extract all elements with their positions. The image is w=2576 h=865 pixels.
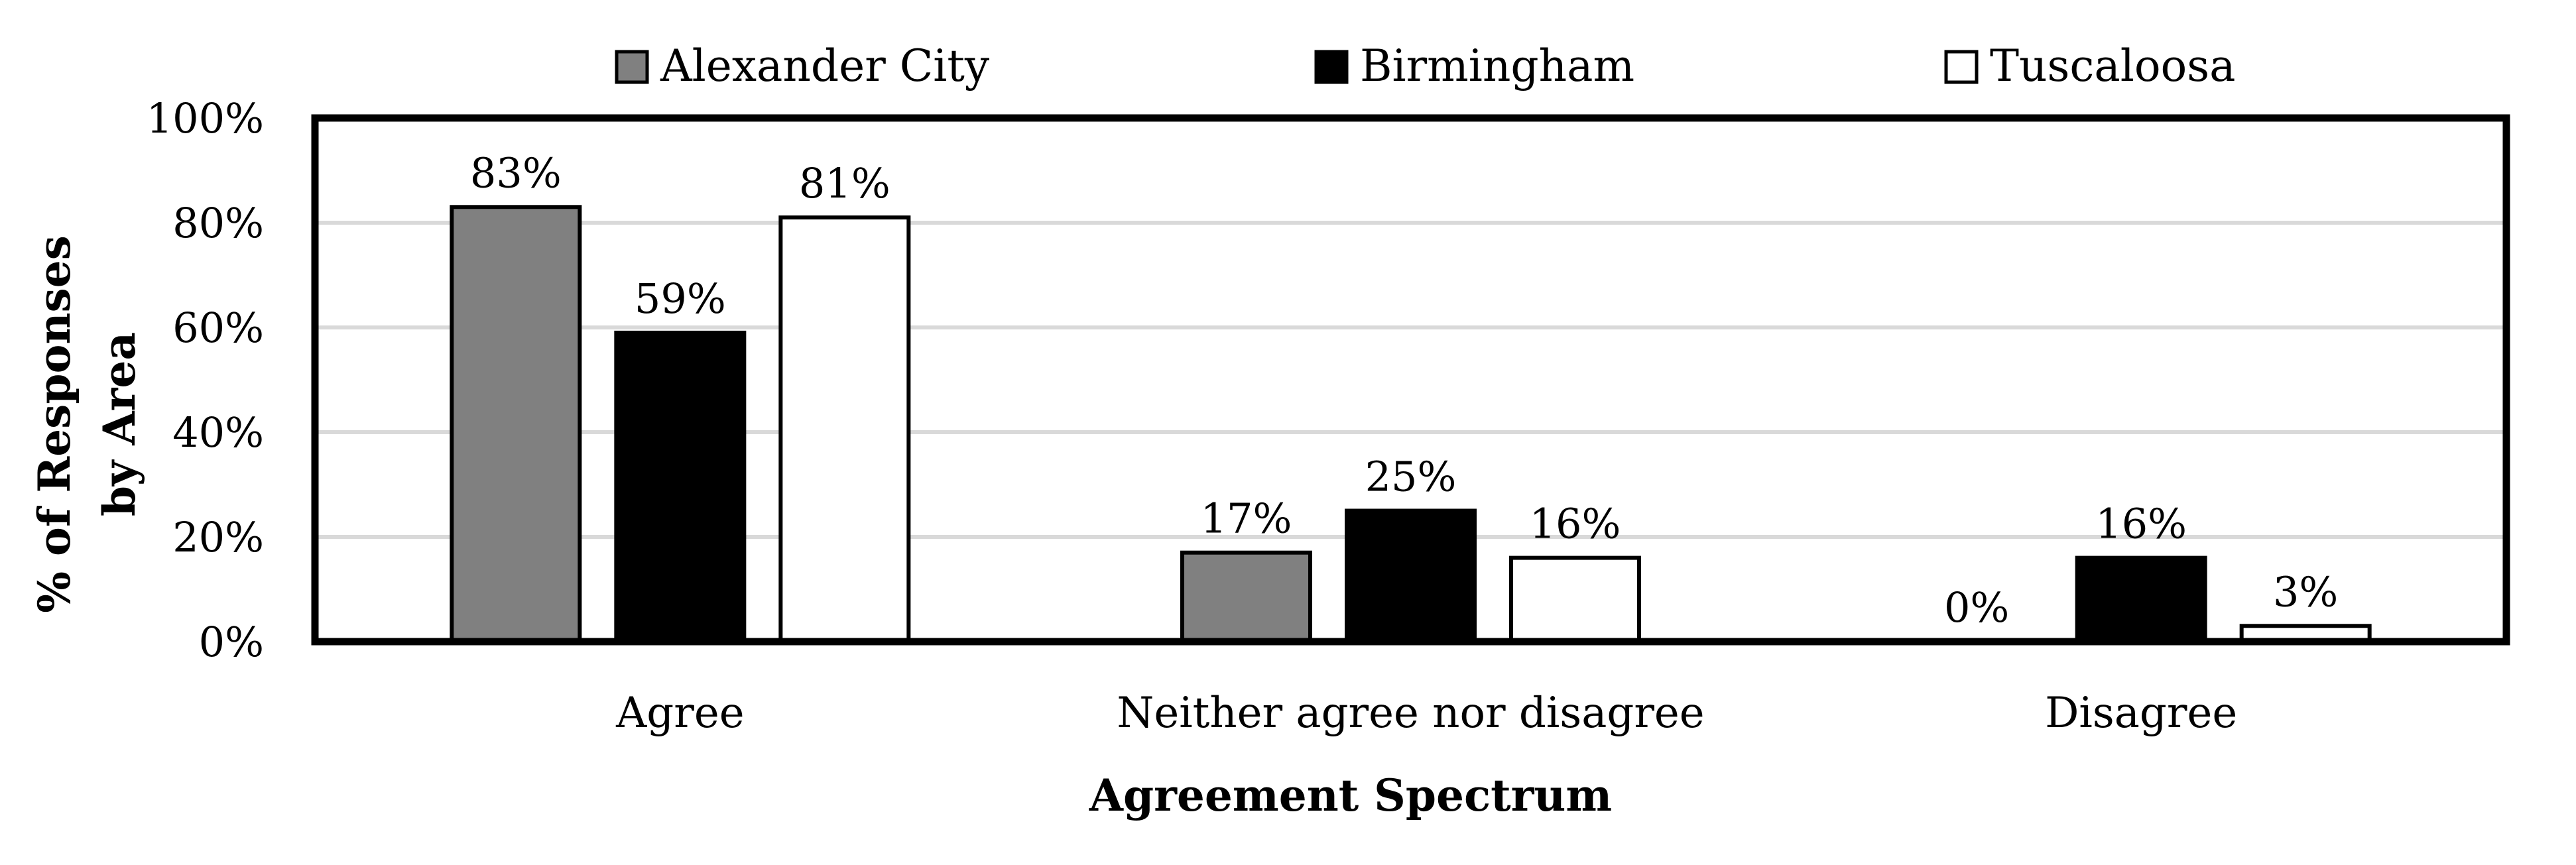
data-label: 81% [799, 159, 890, 207]
data-label: 3% [2273, 567, 2338, 616]
y-tick-label: 80% [172, 199, 264, 247]
data-label: 16% [2095, 500, 2187, 548]
data-label: 0% [1944, 583, 2009, 632]
bar-birmingham [614, 330, 747, 644]
bar-birmingham [2075, 555, 2207, 644]
category-labels: Agree Neither agree nor disagree Disagree [615, 689, 2237, 738]
bars [450, 205, 2372, 644]
y-tick-label: 60% [172, 304, 264, 352]
y-axis-ticks: 0% 20% 40% 60% 80% 100% [147, 94, 264, 666]
legend: Alexander City Birmingham Tuscaloosa [615, 40, 2236, 91]
data-label: 83% [470, 148, 562, 197]
bar-tuscaloosa [1509, 555, 1641, 644]
y-axis-title: % of Responses by Area [29, 235, 145, 613]
data-labels: 83% 59% 81% 17% 25% 16% 0% 16% 3% [470, 148, 2338, 632]
legend-label: Tuscaloosa [1990, 40, 2236, 91]
x-axis-title: Agreement Spectrum [1089, 770, 1612, 821]
y-tick-label: 40% [172, 408, 264, 457]
data-label: 16% [1530, 500, 1621, 548]
category-label: Agree [615, 689, 745, 738]
legend-swatch [615, 50, 649, 84]
category-label: Disagree [2045, 689, 2237, 738]
plot-frame [311, 114, 2510, 646]
data-label: 25% [1365, 453, 1457, 501]
y-tick-label: 0% [199, 618, 264, 666]
bar-birmingham [1345, 508, 1477, 644]
y-tick-label: 20% [172, 513, 264, 561]
y-axis-title-line-1: % of Responses [29, 235, 80, 613]
data-label: 59% [635, 274, 726, 323]
legend-swatch [1944, 50, 1979, 84]
category-label: Neither agree nor disagree [1117, 689, 1704, 738]
y-tick-label: 100% [147, 94, 264, 143]
bar-tuscaloosa [778, 215, 911, 644]
legend-label: Alexander City [660, 40, 990, 91]
data-label: 17% [1201, 494, 1292, 543]
bar-alexander-city [1180, 550, 1312, 644]
legend-swatch [1314, 50, 1349, 84]
legend-label: Birmingham [1360, 40, 1634, 91]
y-axis-title-line-2: by Area [93, 332, 145, 516]
bar-alexander-city [450, 205, 582, 644]
